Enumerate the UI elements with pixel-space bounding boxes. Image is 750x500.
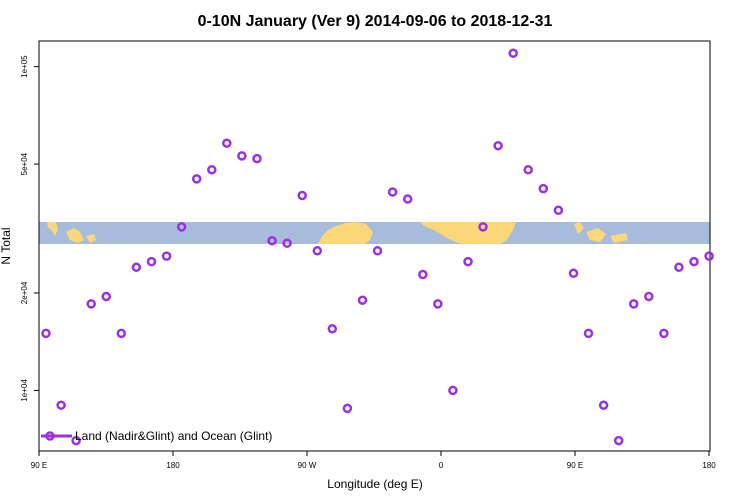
land-shape — [420, 222, 516, 244]
data-point — [312, 246, 323, 256]
data-point — [116, 328, 127, 339]
data-point — [71, 435, 81, 446]
y-axis-label: N Total — [0, 227, 13, 264]
land-shape — [586, 228, 606, 242]
data-point — [327, 324, 338, 334]
data-point — [357, 295, 368, 305]
y-tick-label: 1e+04 — [20, 379, 29, 402]
land-shape — [610, 233, 628, 243]
data-point — [131, 262, 142, 273]
data-point — [448, 385, 458, 396]
data-points — [41, 48, 714, 446]
x-tick-label: 90 W — [298, 461, 317, 470]
land-shape — [66, 228, 84, 243]
x-tick-label: 180 — [702, 461, 716, 470]
land-shape — [86, 234, 96, 243]
data-point — [553, 205, 564, 216]
data-point — [56, 400, 66, 410]
land-shape — [318, 222, 373, 244]
x-tick-label: 0 — [439, 461, 444, 470]
map-band — [39, 222, 710, 244]
y-tick-label: 5e+04 — [20, 152, 29, 175]
ocean-band — [39, 222, 710, 244]
data-point — [176, 222, 187, 232]
plot-frame — [38, 40, 711, 452]
x-axis-label: Longitude (deg E) — [327, 477, 422, 491]
data-point — [583, 328, 594, 339]
data-point — [463, 256, 473, 267]
data-point — [478, 222, 488, 232]
data-point — [523, 165, 533, 175]
data-point — [41, 328, 51, 339]
land-shape — [47, 222, 58, 236]
data-point — [342, 403, 353, 414]
data-point — [387, 187, 398, 197]
data-point — [207, 165, 217, 175]
data-point — [372, 246, 383, 256]
y-axis: 1e+04 2e+04 5e+04 1e+05 — [20, 55, 39, 402]
data-point — [704, 251, 714, 261]
data-point — [538, 183, 549, 194]
data-point — [282, 238, 292, 248]
data-point — [659, 328, 669, 339]
data-point — [297, 190, 307, 201]
x-axis: 90 E 180 90 W 0 90 E 180 — [31, 451, 716, 470]
data-point — [86, 299, 96, 309]
data-point — [613, 435, 624, 446]
y-tick-label: 1e+05 — [20, 55, 29, 78]
data-point — [237, 151, 247, 161]
data-point — [644, 291, 654, 302]
data-point — [191, 174, 202, 184]
legend: Land (Nadir&Glint) and Ocean (Glint) — [41, 429, 272, 443]
data-point — [146, 256, 157, 267]
data-point — [508, 48, 518, 58]
chart-title: 0-10N January (Ver 9) 2014-09-06 to 2018… — [198, 13, 553, 30]
land-shape — [574, 222, 584, 234]
data-point — [402, 194, 413, 204]
x-tick-label: 180 — [166, 461, 180, 470]
legend-label: Land (Nadir&Glint) and Ocean (Glint) — [75, 429, 272, 443]
data-point — [252, 153, 262, 164]
data-point — [674, 262, 684, 273]
data-point — [493, 140, 503, 151]
data-point — [222, 138, 232, 148]
data-point — [267, 235, 277, 246]
x-tick-label: 90 E — [31, 461, 47, 470]
x-tick-label: 90 E — [567, 461, 583, 470]
data-point — [101, 291, 112, 302]
data-point — [628, 299, 639, 309]
data-point — [689, 256, 699, 267]
data-point — [433, 299, 443, 309]
data-point — [598, 400, 609, 410]
data-point — [161, 251, 172, 261]
data-point — [418, 269, 428, 280]
legend-marker — [45, 431, 55, 441]
y-tick-label: 2e+04 — [20, 281, 29, 304]
data-point — [568, 268, 579, 279]
land-shapes — [47, 222, 628, 244]
